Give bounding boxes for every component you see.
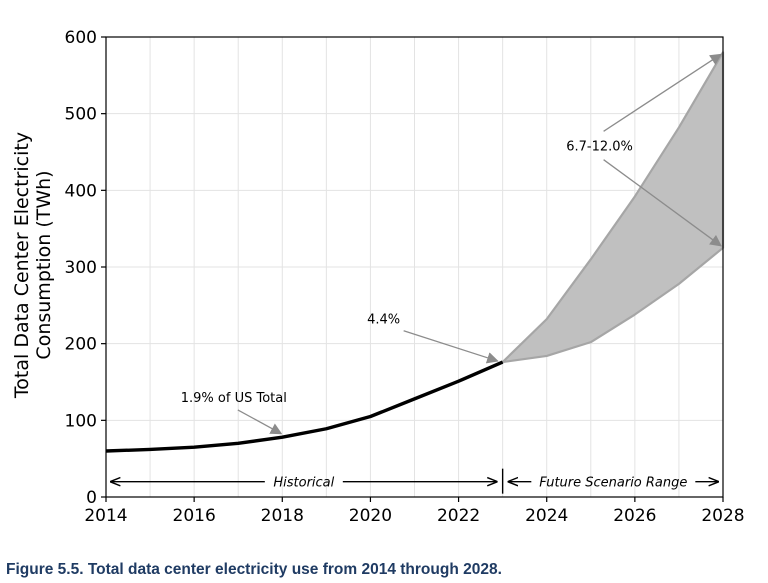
y-tick-label: 600: [65, 28, 97, 48]
future-range-label: Future Scenario Range: [539, 476, 687, 491]
figure-caption: Figure 5.5. Total data center electricit…: [6, 561, 502, 578]
y-tick-label: 400: [65, 181, 97, 201]
x-tick-label: 2018: [261, 506, 304, 526]
future-scenario-band: [501, 51, 725, 364]
axis-ticks: 2014 2016 2018 2020 2022 2024 2026 2028 0 100 200 3…: [65, 28, 745, 526]
x-tick-label: 2022: [437, 506, 480, 526]
annotations: 1.9% of US Total 4.4% 6.7-12.0%: [181, 53, 722, 435]
y-tick-label: 100: [65, 411, 97, 431]
annotation-us-share: 1.9% of US Total: [181, 391, 287, 406]
x-tick-label: 2026: [613, 506, 656, 526]
annotation-2023-share-arrow: [403, 330, 499, 364]
y-tick-label: 300: [65, 258, 97, 278]
x-tick-label: 2028: [701, 506, 744, 526]
annotation-2028-share-arrow: [603, 159, 722, 247]
annotation-2023-share: 4.4%: [367, 313, 400, 328]
x-tick-label: 2024: [525, 506, 568, 526]
x-tick-label: 2014: [84, 506, 127, 526]
annotation-us-share-arrow: [237, 409, 283, 435]
x-tick-label: 2020: [349, 506, 392, 526]
y-tick-label: 500: [65, 105, 97, 125]
y-axis-label-line1: Total Data Center Electricity: [11, 132, 33, 399]
y-tick-label: 0: [86, 488, 97, 508]
annotation-2028-share: 6.7-12.0%: [566, 139, 633, 154]
historical-series-line: [105, 360, 504, 453]
x-tick-label: 2016: [173, 506, 216, 526]
period-range-markers: Historical Future Scenario Range: [110, 468, 719, 494]
historical-range-label: Historical: [273, 476, 334, 491]
y-axis-label-line2: Consumption (TWh): [33, 170, 55, 359]
electricity-chart: Historical Future Scenario Range 2014 2016…: [11, 28, 745, 526]
y-tick-label: 200: [65, 335, 97, 355]
annotation-2028-share-arrow: [603, 53, 722, 132]
